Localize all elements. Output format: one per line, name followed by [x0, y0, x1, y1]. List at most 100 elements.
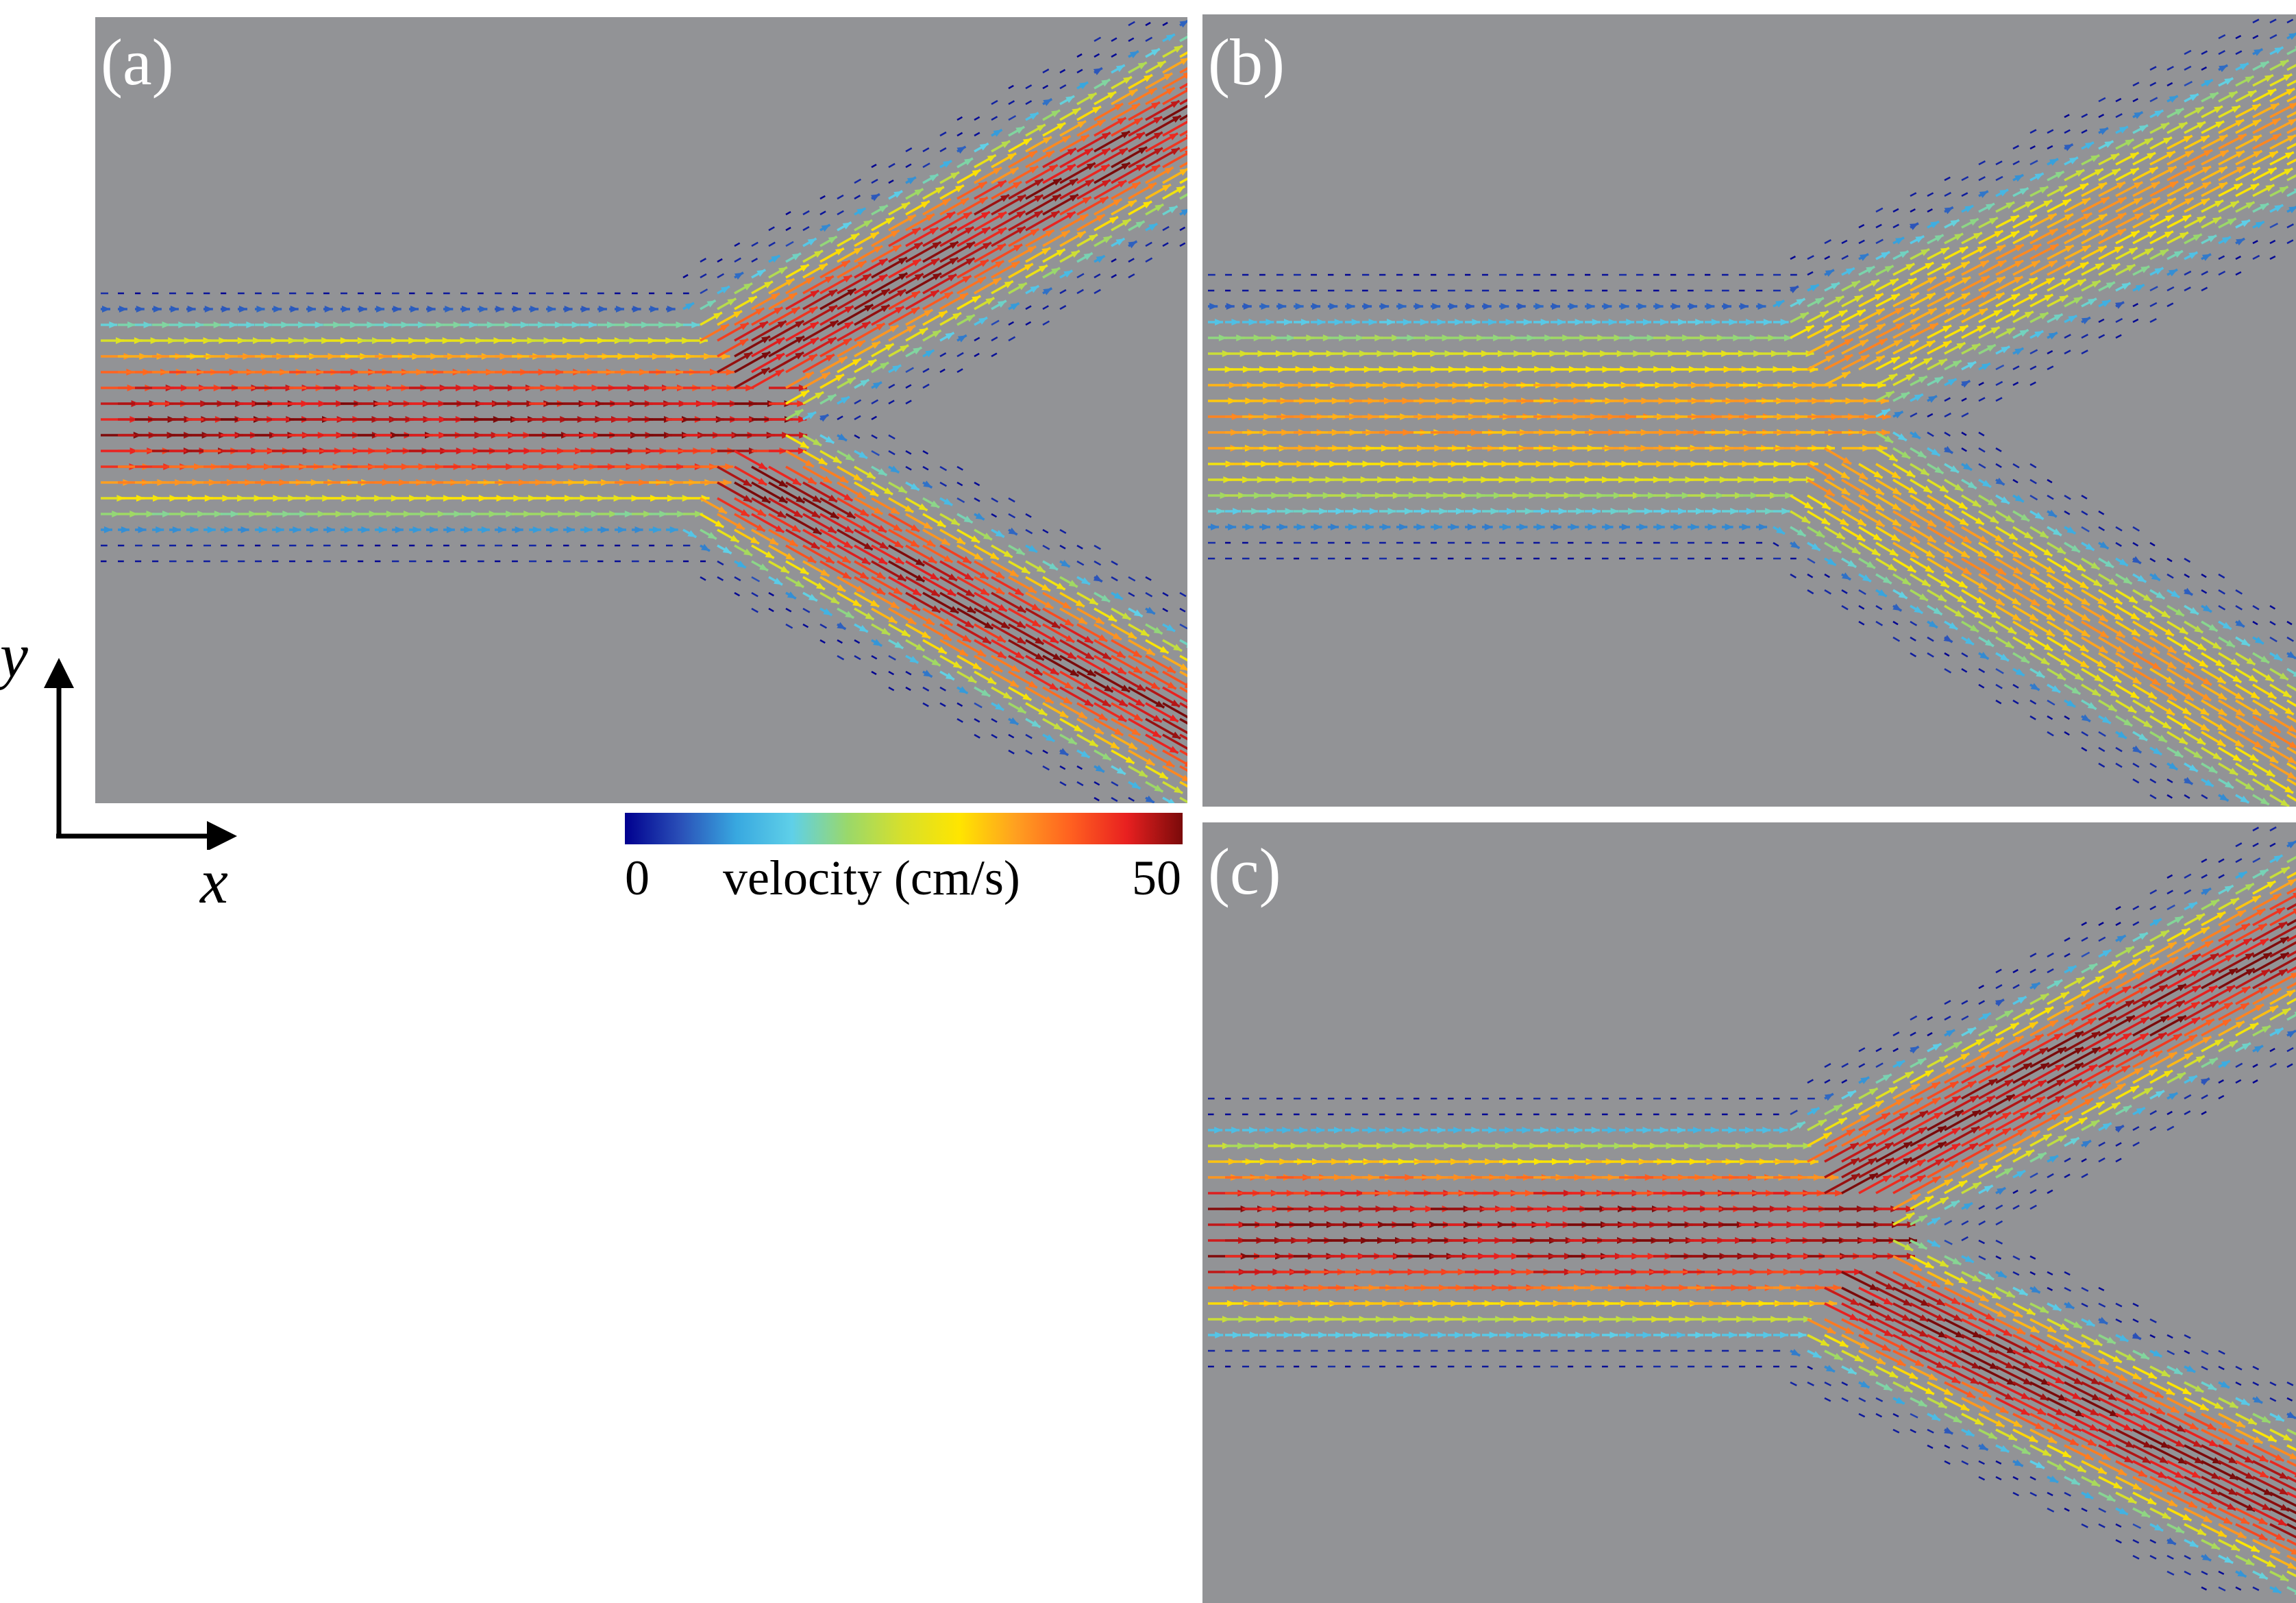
velocity-vector — [1892, 339, 1919, 355]
velocity-vector — [1858, 253, 1869, 261]
velocity-vector — [854, 607, 875, 621]
velocity-vector — [1128, 733, 1158, 752]
velocity-vector — [1892, 1365, 1918, 1380]
velocity-vector — [2286, 1397, 2293, 1402]
velocity-vector — [1995, 1381, 2031, 1401]
velocity-vector — [2064, 228, 2092, 245]
velocity-vector — [1824, 337, 1854, 355]
velocity-vector — [2115, 1412, 2150, 1432]
velocity-vector — [2269, 866, 2291, 879]
velocity-vector — [1807, 382, 1837, 389]
velocity-vector — [2132, 303, 2138, 308]
velocity-vector — [819, 607, 833, 617]
velocity-vector — [2081, 699, 2097, 711]
velocity-vector — [1859, 429, 1890, 436]
velocity-vector — [819, 337, 852, 358]
velocity-vector — [1076, 591, 1099, 606]
velocity-vector — [1910, 307, 1938, 323]
velocity-vector — [1059, 213, 1089, 232]
velocity-vector — [1978, 573, 2005, 591]
velocity-vector — [2098, 985, 2132, 1005]
velocity-vector — [1111, 146, 1148, 169]
velocity-vector — [2047, 589, 2073, 607]
velocity-vector — [751, 258, 758, 263]
velocity-vector — [1875, 293, 1901, 308]
velocity-vector — [1807, 541, 1821, 552]
velocity-vector — [1858, 1318, 1894, 1338]
velocity-vector — [2115, 1318, 2123, 1323]
velocity-vector — [991, 513, 998, 518]
velocity-vector — [1179, 98, 1187, 106]
velocity-vector — [1875, 1174, 1910, 1195]
velocity-vector — [785, 591, 797, 600]
velocity-vector — [1145, 749, 1176, 768]
velocity-vector — [785, 481, 822, 504]
velocity-vector — [2201, 683, 2227, 701]
velocity-vector — [1995, 364, 2005, 371]
velocity-vector — [2218, 604, 2226, 611]
velocity-vector — [2029, 160, 2038, 166]
velocity-vector — [2047, 313, 2064, 323]
velocity-vector — [854, 465, 876, 480]
velocity-vector — [1858, 1099, 1885, 1116]
velocity-vector — [2064, 715, 2070, 720]
velocity-vector — [1927, 557, 1953, 574]
velocity-vector — [1448, 334, 1468, 341]
velocity-vector — [2132, 1050, 2163, 1068]
velocity-vector — [854, 513, 887, 533]
velocity-vector — [2098, 762, 2106, 768]
velocity-vector — [1533, 334, 1553, 341]
velocity-vector — [2167, 927, 2191, 942]
velocity-vector — [1162, 242, 1169, 247]
velocity-vector — [2218, 1444, 2254, 1464]
velocity-vector — [2286, 1381, 2294, 1386]
velocity-vector — [2201, 120, 2225, 134]
velocity-vector — [2218, 1412, 2246, 1428]
velocity-vector — [2184, 251, 2199, 260]
velocity-vector — [1858, 1365, 1879, 1378]
velocity-vector — [2081, 921, 2087, 927]
velocity-vector — [2064, 1334, 2090, 1349]
velocity-vector — [974, 297, 996, 310]
velocity-vector — [1008, 245, 1037, 263]
velocity-vector — [1927, 1302, 1963, 1322]
velocity-vector — [1910, 510, 1937, 528]
velocity-vector — [2012, 1111, 2046, 1131]
velocity-vector — [2218, 762, 2239, 776]
velocity-vector — [1858, 1157, 1894, 1179]
velocity-vector — [1927, 447, 1941, 457]
velocity-vector — [2047, 952, 2054, 958]
velocity-vector — [717, 321, 750, 342]
velocity-vector — [2064, 1064, 2098, 1084]
velocity-vector — [1910, 1015, 1918, 1021]
velocity-vector — [2115, 557, 2129, 567]
velocity-vector — [2218, 1020, 2245, 1037]
velocity-vector — [2201, 1018, 2232, 1037]
velocity-vector — [2286, 853, 2296, 864]
velocity-vector — [1875, 526, 1901, 543]
velocity-vector — [2081, 196, 2110, 213]
velocity-vector — [1892, 1412, 1899, 1418]
velocity-vector — [1995, 1318, 2026, 1336]
velocity-vector — [2167, 1092, 2178, 1100]
velocity-vector — [1162, 623, 1176, 633]
velocity-vector — [1961, 652, 1968, 658]
velocity-vector — [2184, 762, 2199, 773]
velocity-vector — [2012, 1381, 2049, 1402]
velocity-vector — [2081, 510, 2088, 516]
velocity-vector — [1995, 1186, 2006, 1195]
velocity-vector — [1619, 334, 1638, 341]
velocity-vector — [2184, 121, 2206, 134]
velocity-vector — [1111, 64, 1126, 74]
velocity-vector — [1208, 319, 1224, 326]
velocity-vector — [2115, 1104, 2132, 1116]
velocity-vector — [1927, 1334, 1962, 1354]
velocity-vector — [819, 247, 845, 263]
velocity-vector — [2252, 968, 2288, 990]
velocity-vector — [2047, 1271, 2053, 1276]
velocity-vector — [871, 560, 907, 582]
velocity-vector — [1961, 604, 1984, 620]
velocity-vector — [1128, 749, 1156, 767]
velocity-vector — [922, 225, 958, 247]
velocity-vector — [2012, 145, 2019, 150]
